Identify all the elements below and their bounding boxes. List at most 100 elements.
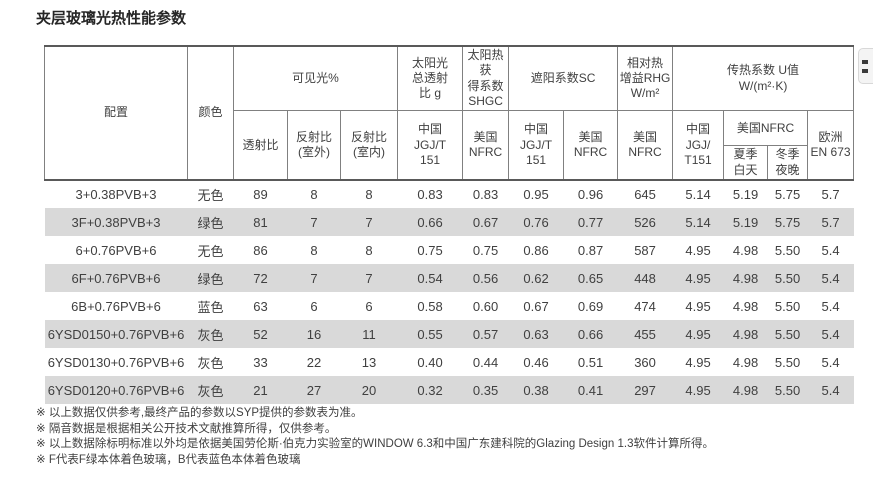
value-cell: 81 [233,208,288,237]
value-cell: 0.32 [397,376,463,405]
value-cell: 0.38 [508,376,564,405]
col-header-shading-coefficient: 遮阳系数SC [508,45,619,112]
value-cell: 13 [361,354,377,370]
col-header-summer-day: 夏季 白天 [723,145,769,181]
value-cell: 0.44 [472,354,499,370]
value-cell: 22 [306,354,322,370]
value-cell: 0.51 [577,354,604,370]
value-cell: 5.50 [767,376,808,405]
config-cell: 3F+0.38PVB+3 [44,208,188,237]
handle-dot-icon [862,68,868,73]
value-cell: 5.7 [807,179,854,209]
value-cell: 4.98 [723,320,768,349]
value-cell: 0.46 [523,354,549,370]
value-cell: 0.67 [462,208,509,237]
col-header-reflectance-outdoor: 反射比 (室外) [287,110,341,181]
value-cell: 0.58 [417,298,443,314]
value-cell: 6 [365,298,373,314]
color-cell: 蓝色 [197,299,224,315]
value-cell: 0.56 [462,264,509,293]
value-cell: 4.95 [685,354,711,370]
col-header-visible-light: 可见光% [232,45,399,112]
config-cell: 6B+0.76PVB+6 [71,298,161,314]
value-cell: 0.77 [563,208,618,237]
handle-dot-icon [862,59,868,64]
value-cell: 297 [617,376,673,405]
col-header-shgc: 太阳热获 得系数 SHGC [462,45,510,112]
value-cell: 16 [287,320,341,349]
footnote-line: ※ 以上数据仅供参考,最终产品的参数以SYP提供的参数表为准。 [36,407,363,419]
col-header-reflectance-indoor: 反射比 (室内) [339,110,399,181]
value-cell: 4.95 [672,264,724,293]
value-cell: 455 [617,320,673,349]
value-cell: 4.95 [685,242,711,258]
value-cell: 0.65 [563,264,618,293]
value-cell: 0.86 [523,242,549,258]
value-cell: 0.40 [417,354,443,370]
value-cell: 5.4 [821,242,840,258]
table-row: 6YSD0120+0.76PVB+6 灰色 21 27 20 0.32 0.35 0.38 0.… [44,376,854,405]
table-row: 6YSD0130+0.76PVB+6 灰色 33 22 13 0.40 0.44 0.46 0.… [45,348,854,376]
value-cell: 5.50 [767,264,808,293]
value-cell: 72 [233,264,288,293]
value-cell: 0.57 [462,320,509,349]
value-cell: 0.63 [508,320,564,349]
table-body: 3+0.38PVB+3 无色 89 8 8 0.83 0.83 0.95 0.96 645 5.14… [44,179,854,405]
col-header-u-china-jgj: 中国 JGJ/ T151 [672,110,725,181]
value-cell: 5.50 [774,242,801,258]
value-cell: 8 [310,242,318,258]
config-cell: 3+0.38PVB+3 [44,179,188,209]
value-cell: 5.14 [672,208,724,237]
footnote-line: ※ 隔音数据是根据相关公开技术文献推算所得，仅供参考。 [36,422,337,435]
col-header-u-value: 传热系数 U值 W/(m²·K) [672,45,855,112]
value-cell: 20 [340,376,398,405]
value-cell: 33 [253,354,268,370]
col-header-shgc-us-nfrc: 美国 NFRC [462,110,510,181]
value-cell: 6 [310,298,318,314]
value-cell: 5.4 [807,264,854,293]
value-cell: 0.66 [397,208,463,237]
value-cell: 0.54 [397,264,463,293]
value-cell: 8 [287,179,341,209]
value-cell: 0.62 [508,264,564,293]
value-cell: 0.69 [577,298,604,314]
color-cell: 无色 [197,243,224,259]
col-header-relative-heat-gain: 相对热 增益RHG W/m² [617,45,674,112]
color-cell: 无色 [187,179,234,209]
value-cell: 7 [287,264,341,293]
value-cell: 8 [365,242,373,258]
color-cell: 灰色 [197,355,224,371]
value-cell: 5.4 [821,354,840,370]
table-row: 6YSD0150+0.76PVB+6 灰色 52 16 11 0.55 0.57 0.63 0.… [44,320,854,349]
value-cell: 63 [253,298,268,314]
value-cell: 5.19 [723,179,768,209]
value-cell: 5.4 [807,320,854,349]
header-row-2: 透射比 反射比 (室外) 反射比 (室内) 中国 JGJ/T 151 美国 NF… [45,110,855,181]
value-cell: 474 [634,298,656,314]
value-cell: 0.96 [563,179,618,209]
value-cell: 5.75 [767,208,808,237]
config-cell: 6YSD0120+0.76PVB+6 [44,376,188,405]
value-cell: 5.75 [767,179,808,209]
value-cell: 5.50 [767,320,808,349]
color-cell: 绿色 [187,264,234,293]
color-cell: 灰色 [187,376,234,405]
value-cell: 5.14 [672,179,724,209]
value-cell: 526 [617,208,673,237]
value-cell: 4.98 [732,242,759,258]
value-cell: 5.7 [807,208,854,237]
value-cell: 11 [340,320,398,349]
value-cell: 0.75 [417,242,443,258]
footnote-line: ※ F代表F绿本体着色玻璃，B代表蓝色本体着色玻璃 [36,453,301,466]
table-row: 3F+0.38PVB+3 绿色 81 7 7 0.66 0.67 0.76 0.77 526 5.1… [44,208,854,237]
value-cell: 5.50 [774,298,801,314]
table-row: 6F+0.76PVB+6 绿色 72 7 7 0.54 0.56 0.62 0.65 448 4.9… [44,264,854,293]
footnote-line: ※ 以上数据除标明标准以外均是依据美国劳伦斯·伯克力实验室的WINDOW 6.3… [36,438,714,450]
col-header-transmittance: 透射比 [233,110,288,181]
value-cell: 448 [617,264,673,293]
config-cell: 6+0.76PVB+6 [75,242,157,258]
edge-panel-handle[interactable] [858,48,873,84]
col-header-color: 颜色 [187,44,234,181]
value-cell: 360 [634,354,656,370]
value-cell: 4.95 [672,376,724,405]
